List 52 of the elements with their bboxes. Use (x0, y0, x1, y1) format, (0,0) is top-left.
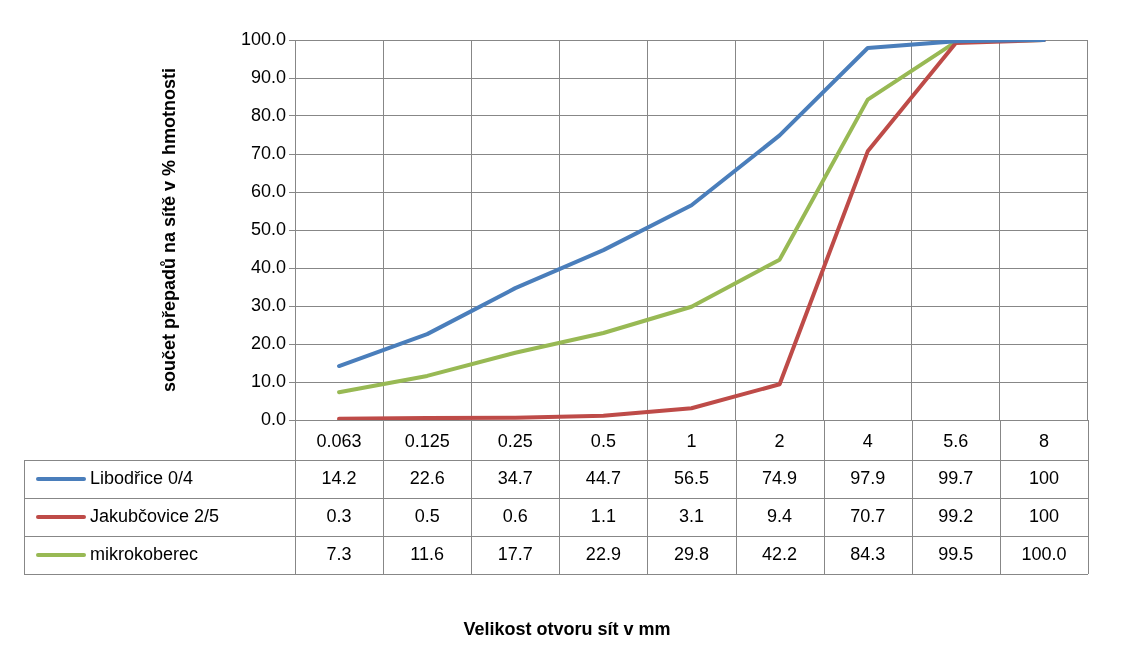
legend-label: Jakubčovice 2/5 (90, 505, 220, 526)
data-label: 17.7 (497, 543, 533, 564)
data-label: 22.6 (409, 467, 445, 488)
data-label: 100.0 (1021, 543, 1067, 564)
data-label: 97.9 (850, 467, 886, 488)
data-label: 14.2 (321, 467, 357, 488)
data-label: 70.7 (850, 505, 886, 526)
y-tick-label: 100.0 (240, 28, 286, 49)
data-label: 3.1 (678, 505, 705, 526)
data-label: 0.3 (326, 505, 352, 526)
data-label: 44.7 (585, 467, 621, 488)
y-tick-label: 10.0 (250, 370, 286, 391)
y-axis-title: součet přepadů na sítě v % hmotnosti (158, 67, 179, 393)
data-label: 100 (1028, 467, 1059, 488)
x-tick-label: 0.063 (316, 430, 362, 451)
x-tick-label: 8 (1038, 430, 1049, 451)
text: Velikost otvoru sít v mm (463, 618, 671, 639)
y-tick-label: 0.0 (260, 408, 286, 429)
x-tick-label: 0.5 (590, 430, 616, 451)
data-label: 22.9 (585, 543, 621, 564)
legend-label: mikrokoberec (90, 543, 199, 564)
y-tick-label: 70.0 (250, 142, 286, 163)
data-label: 56.5 (673, 467, 710, 488)
x-tick-label: 0.125 (404, 430, 450, 451)
x-tick-label: 1 (686, 430, 697, 451)
data-label: 42.2 (762, 543, 798, 564)
data-label: 9.4 (767, 505, 793, 526)
data-label: 99.5 (938, 543, 974, 564)
data-label: 34.7 (497, 467, 533, 488)
x-tick-label: 5.6 (943, 430, 969, 451)
y-tick-label: 40.0 (250, 256, 286, 277)
y-tick-label: 80.0 (250, 104, 286, 125)
data-label: 7.3 (326, 543, 352, 564)
data-label: 99.7 (938, 467, 974, 488)
data-label: 74.9 (762, 467, 798, 488)
data-label: 84.3 (850, 543, 886, 564)
data-label: 99.2 (938, 505, 974, 526)
x-tick-label: 4 (862, 430, 873, 451)
y-tick-label: 20.0 (250, 332, 286, 353)
y-tick-label: 60.0 (250, 180, 286, 201)
y-tick-label: 90.0 (250, 66, 286, 87)
data-label: 100 (1028, 505, 1059, 526)
x-tick-label: 2 (774, 430, 785, 451)
y-tick-label: 30.0 (250, 294, 286, 315)
data-label: 1.1 (590, 505, 616, 526)
data-label: 29.8 (673, 543, 710, 564)
data-label: 0.6 (502, 505, 528, 526)
data-label: 0.5 (414, 505, 440, 526)
x-tick-label: 0.25 (497, 430, 533, 451)
legend-label: Libodřice 0/4 (90, 467, 194, 488)
data-label: 11.6 (410, 543, 445, 564)
y-tick-label: 50.0 (250, 218, 286, 239)
